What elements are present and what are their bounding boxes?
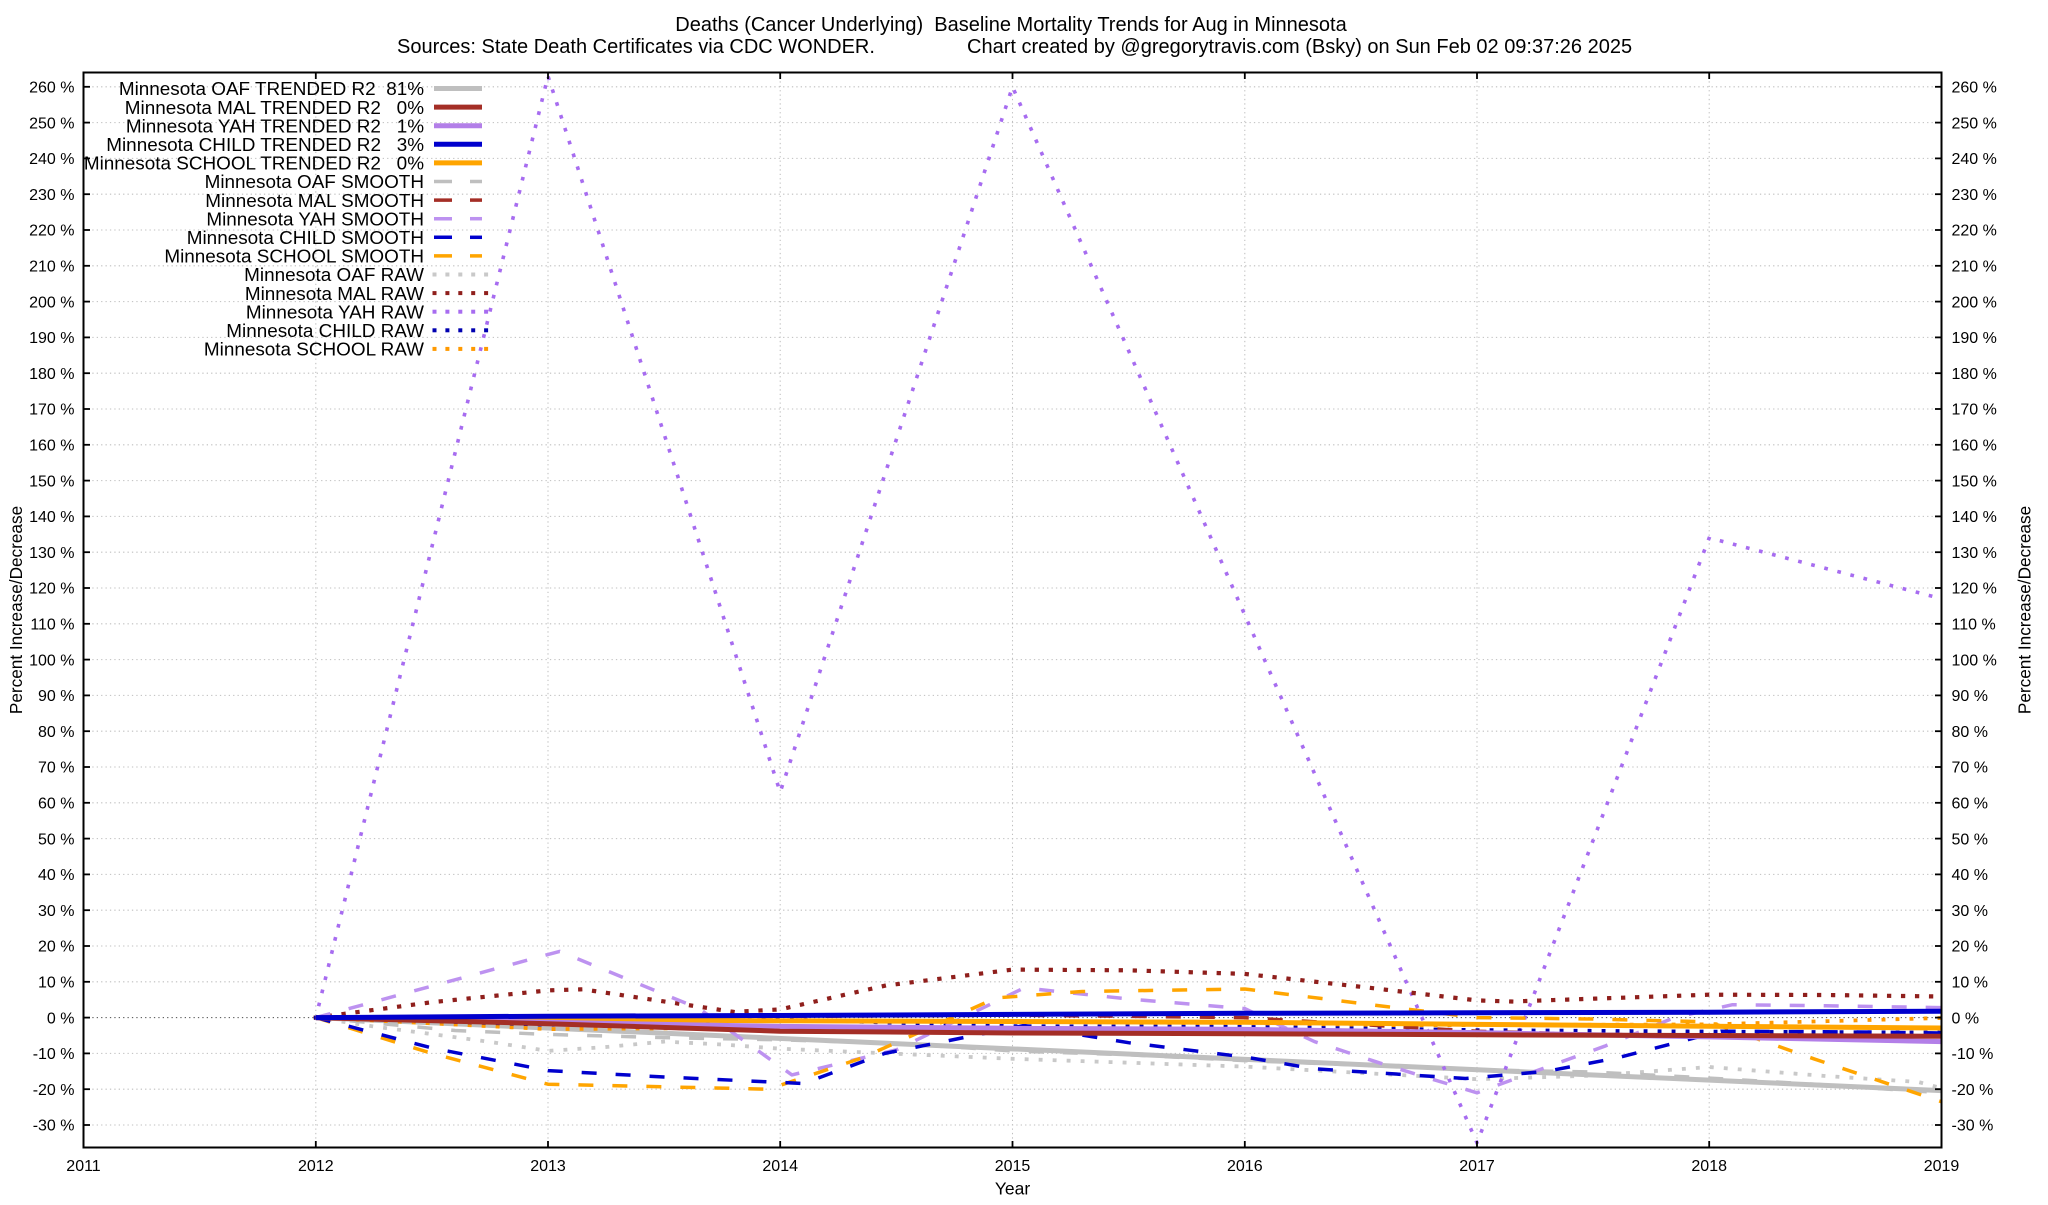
svg-text:30 %: 30 % [38, 903, 74, 920]
svg-text:200 %: 200 % [1952, 294, 1997, 311]
svg-text:2017: 2017 [1459, 1158, 1495, 1175]
svg-text:0 %: 0 % [47, 1010, 75, 1027]
svg-text:20 %: 20 % [38, 939, 74, 956]
svg-text:Minnesota SCHOOL TRENDED R2: Minnesota SCHOOL TRENDED R2 0% [84, 154, 424, 175]
svg-text:110 %: 110 % [1952, 617, 1996, 634]
svg-text:-20 %: -20 % [33, 1082, 75, 1099]
svg-text:100 %: 100 % [1952, 652, 1997, 669]
svg-text:Percent Increase/Decrease: Percent Increase/Decrease [2015, 506, 2035, 714]
svg-text:-10 %: -10 % [1952, 1046, 1994, 1063]
svg-text:260 %: 260 % [1952, 80, 1997, 97]
svg-text:Percent Increase/Decrease: Percent Increase/Decrease [6, 506, 26, 714]
svg-text:10 %: 10 % [38, 975, 74, 992]
svg-text:Minnesota SCHOOL RAW: Minnesota SCHOOL RAW [204, 340, 424, 361]
svg-text:Minnesota OAF TRENDED R2 81%: Minnesota OAF TRENDED R2 81% [119, 79, 424, 100]
svg-text:Minnesota SCHOOL SMOOTH: Minnesota SCHOOL SMOOTH [164, 247, 424, 268]
svg-text:70 %: 70 % [1952, 760, 1988, 777]
svg-text:50 %: 50 % [1952, 831, 1988, 848]
svg-text:140 %: 140 % [29, 509, 74, 526]
svg-text:130 %: 130 % [29, 545, 74, 562]
svg-text:-20 %: -20 % [1952, 1082, 1994, 1099]
svg-text:120 %: 120 % [1952, 581, 1997, 598]
svg-text:230 %: 230 % [29, 187, 74, 204]
svg-text:90 %: 90 % [38, 688, 74, 705]
svg-text:10 %: 10 % [1952, 975, 1988, 992]
svg-text:20 %: 20 % [1952, 939, 1988, 956]
svg-text:160 %: 160 % [29, 438, 74, 455]
svg-text:-10 %: -10 % [33, 1046, 75, 1063]
svg-text:Minnesota CHILD TRENDED R2 3: Minnesota CHILD TRENDED R2 3% [106, 135, 424, 156]
svg-text:Minnesota MAL RAW: Minnesota MAL RAW [245, 284, 424, 305]
svg-text:Minnesota MAL TRENDED R2 0%: Minnesota MAL TRENDED R2 0% [125, 98, 424, 119]
svg-text:110 %: 110 % [30, 617, 74, 634]
svg-text:250 %: 250 % [29, 115, 74, 132]
svg-text:70 %: 70 % [38, 760, 74, 777]
svg-text:190 %: 190 % [1952, 330, 1997, 347]
svg-text:160 %: 160 % [1952, 438, 1997, 455]
svg-text:80 %: 80 % [38, 724, 74, 741]
svg-text:Minnesota MAL SMOOTH: Minnesota MAL SMOOTH [205, 191, 424, 212]
svg-text:180 %: 180 % [1952, 366, 1997, 383]
svg-text:Minnesota YAH RAW: Minnesota YAH RAW [246, 302, 424, 323]
svg-text:40 %: 40 % [1952, 867, 1988, 884]
svg-text:210 %: 210 % [1952, 259, 1997, 276]
svg-text:240 %: 240 % [1952, 151, 1997, 168]
svg-text:2013: 2013 [530, 1158, 566, 1175]
svg-text:-30 %: -30 % [33, 1118, 75, 1135]
svg-text:80 %: 80 % [1952, 724, 1988, 741]
svg-text:Minnesota OAF RAW: Minnesota OAF RAW [244, 265, 424, 286]
svg-text:40 %: 40 % [38, 867, 74, 884]
svg-text:Minnesota YAH SMOOTH: Minnesota YAH SMOOTH [206, 209, 424, 230]
svg-text:180 %: 180 % [29, 366, 74, 383]
svg-text:2016: 2016 [1227, 1158, 1263, 1175]
svg-text:2011: 2011 [66, 1158, 101, 1175]
svg-text:140 %: 140 % [1952, 509, 1997, 526]
svg-text:220 %: 220 % [29, 223, 74, 240]
svg-text:0 %: 0 % [1952, 1010, 1980, 1027]
svg-text:2015: 2015 [995, 1158, 1031, 1175]
svg-text:Year: Year [995, 1179, 1031, 1199]
svg-text:230 %: 230 % [1952, 187, 1997, 204]
svg-text:120 %: 120 % [29, 581, 74, 598]
svg-text:100 %: 100 % [29, 652, 74, 669]
svg-text:Minnesota CHILD SMOOTH: Minnesota CHILD SMOOTH [187, 228, 424, 249]
svg-text:30 %: 30 % [1952, 903, 1988, 920]
svg-text:2019: 2019 [1924, 1158, 1960, 1175]
svg-text:2018: 2018 [1691, 1158, 1727, 1175]
svg-text:150 %: 150 % [1952, 473, 1997, 490]
svg-text:Sources: State Death Certifica: Sources: State Death Certificates via CD… [397, 36, 875, 58]
svg-text:-30 %: -30 % [1952, 1118, 1994, 1135]
svg-text:60 %: 60 % [38, 796, 74, 813]
svg-text:Deaths (Cancer Underlying) Ba: Deaths (Cancer Underlying) Baseline Mort… [675, 14, 1347, 36]
svg-text:50 %: 50 % [38, 831, 74, 848]
svg-text:60 %: 60 % [1952, 796, 1988, 813]
svg-text:260 %: 260 % [29, 80, 74, 97]
svg-text:2012: 2012 [298, 1158, 334, 1175]
svg-text:210 %: 210 % [29, 259, 74, 276]
svg-text:130 %: 130 % [1952, 545, 1997, 562]
svg-text:Minnesota OAF SMOOTH: Minnesota OAF SMOOTH [205, 172, 424, 193]
svg-text:Minnesota YAH TRENDED R2 1%: Minnesota YAH TRENDED R2 1% [126, 116, 424, 137]
svg-text:2014: 2014 [762, 1158, 798, 1175]
svg-text:220 %: 220 % [1952, 223, 1997, 240]
svg-text:190 %: 190 % [29, 330, 74, 347]
svg-text:250 %: 250 % [1952, 115, 1997, 132]
svg-text:170 %: 170 % [29, 402, 74, 419]
svg-text:90 %: 90 % [1952, 688, 1988, 705]
svg-text:Chart created by @gregorytravi: Chart created by @gregorytravis.com (Bsk… [967, 36, 1632, 58]
svg-text:200 %: 200 % [29, 294, 74, 311]
svg-text:150 %: 150 % [29, 473, 74, 490]
svg-text:240 %: 240 % [29, 151, 74, 168]
svg-text:170 %: 170 % [1952, 402, 1997, 419]
svg-text:Minnesota CHILD RAW: Minnesota CHILD RAW [226, 321, 424, 342]
